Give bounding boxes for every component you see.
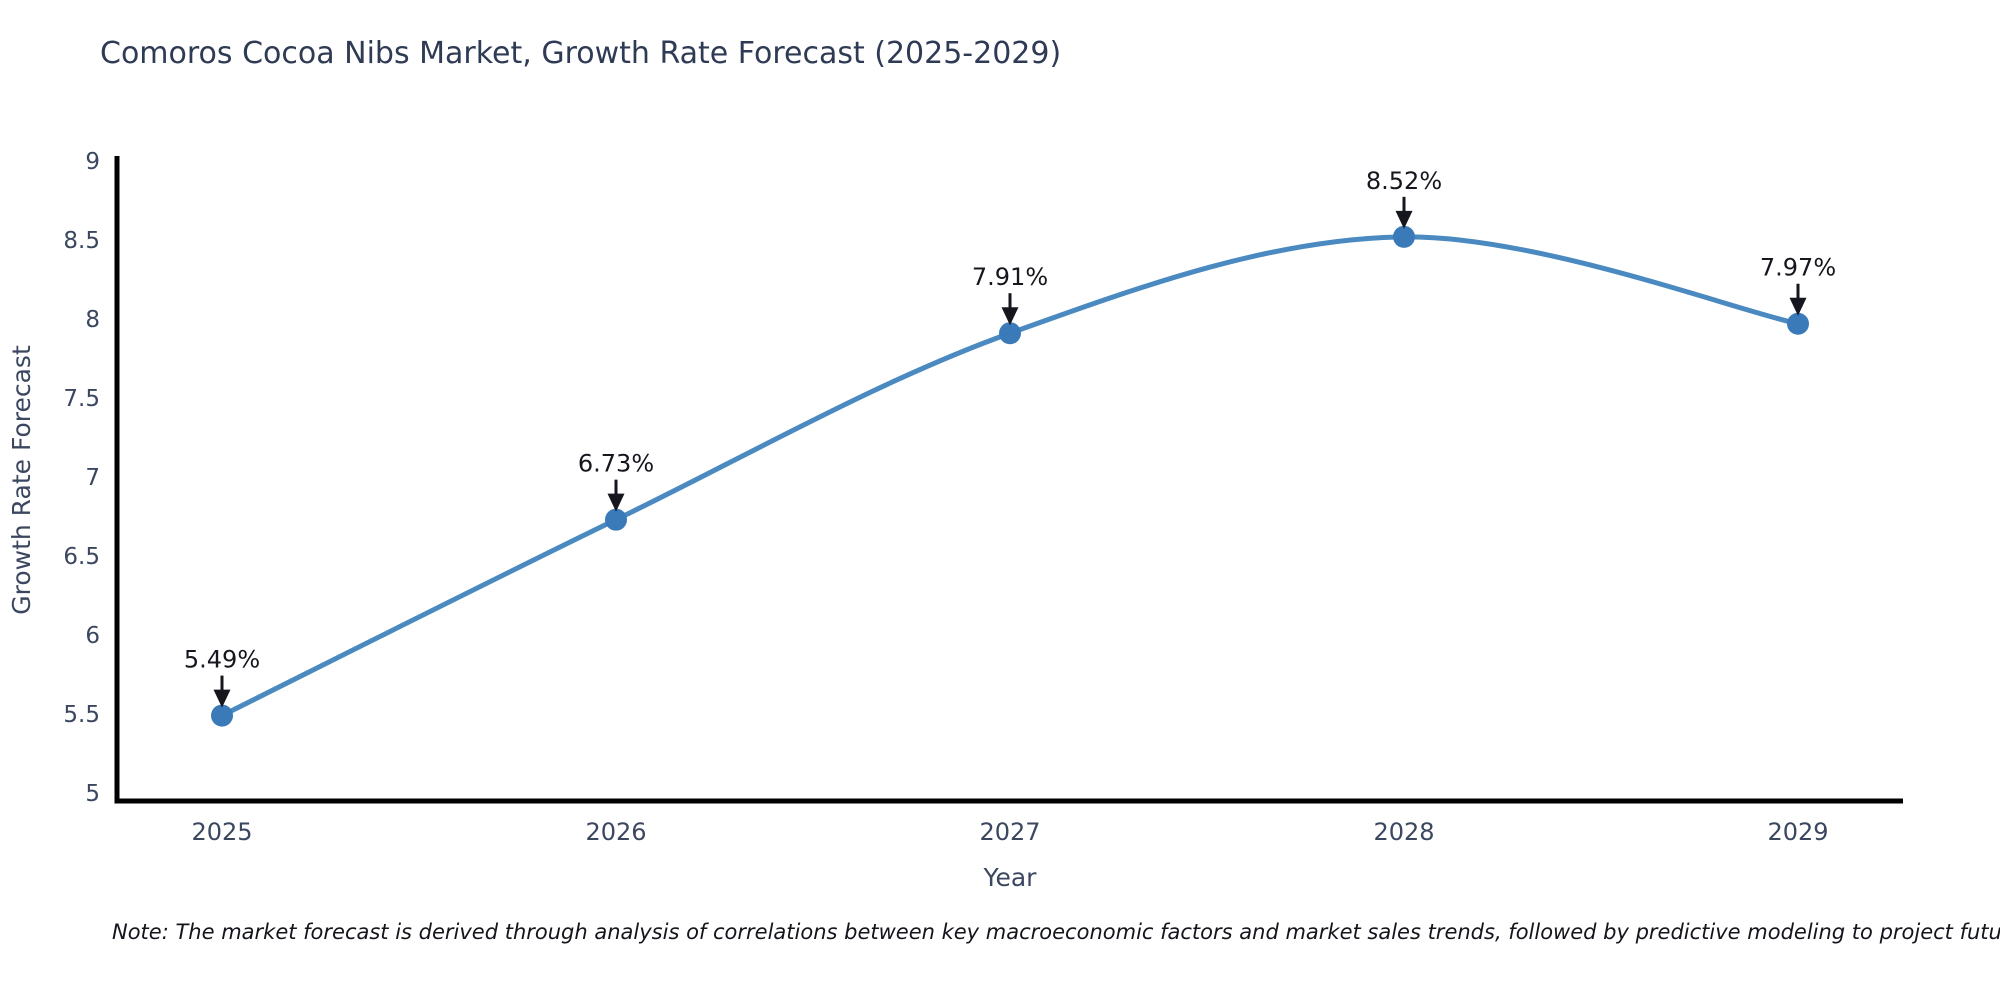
annotation-arrowhead — [1789, 297, 1807, 316]
data-point-marker — [1393, 225, 1415, 248]
y-tick-label: 6.5 — [63, 544, 100, 570]
y-tick-label: 9 — [85, 149, 100, 175]
footnote-text: Note: The market forecast is derived thr… — [112, 920, 2000, 944]
x-tick-label: 2026 — [585, 818, 646, 846]
data-point-marker — [211, 704, 233, 727]
annotation-arrowhead — [213, 689, 231, 708]
annotation-arrowhead — [1001, 307, 1019, 326]
annotation-arrowhead — [607, 493, 625, 512]
annotation-label: 7.97% — [1760, 254, 1836, 282]
x-axis-title: Year — [983, 863, 1038, 892]
data-point-marker — [1787, 312, 1809, 335]
annotation-label: 6.73% — [578, 450, 654, 478]
annotation-label: 7.91% — [972, 263, 1048, 291]
y-tick-label: 8 — [85, 307, 100, 333]
x-tick-label: 2025 — [191, 818, 252, 846]
data-point-marker — [999, 322, 1021, 345]
annotation-label: 5.49% — [184, 646, 260, 674]
y-tick-label: 6 — [85, 623, 100, 649]
y-tick-label: 5 — [85, 781, 100, 807]
annotation-arrowhead — [1395, 210, 1413, 229]
x-tick-label: 2027 — [979, 818, 1040, 846]
x-tick-label: 2028 — [1373, 818, 1434, 846]
y-tick-label: 8.5 — [63, 228, 100, 254]
y-tick-label: 7.5 — [63, 386, 100, 412]
y-tick-label: 7 — [85, 465, 100, 491]
x-tick-label: 2029 — [1767, 818, 1828, 846]
annotation-label: 8.52% — [1366, 167, 1442, 195]
y-axis-title: Growth Rate Forecast — [7, 345, 36, 615]
y-tick-label: 5.5 — [63, 702, 100, 728]
chart-title: Comoros Cocoa Nibs Market, Growth Rate F… — [100, 36, 1062, 71]
data-point-marker — [605, 508, 627, 531]
